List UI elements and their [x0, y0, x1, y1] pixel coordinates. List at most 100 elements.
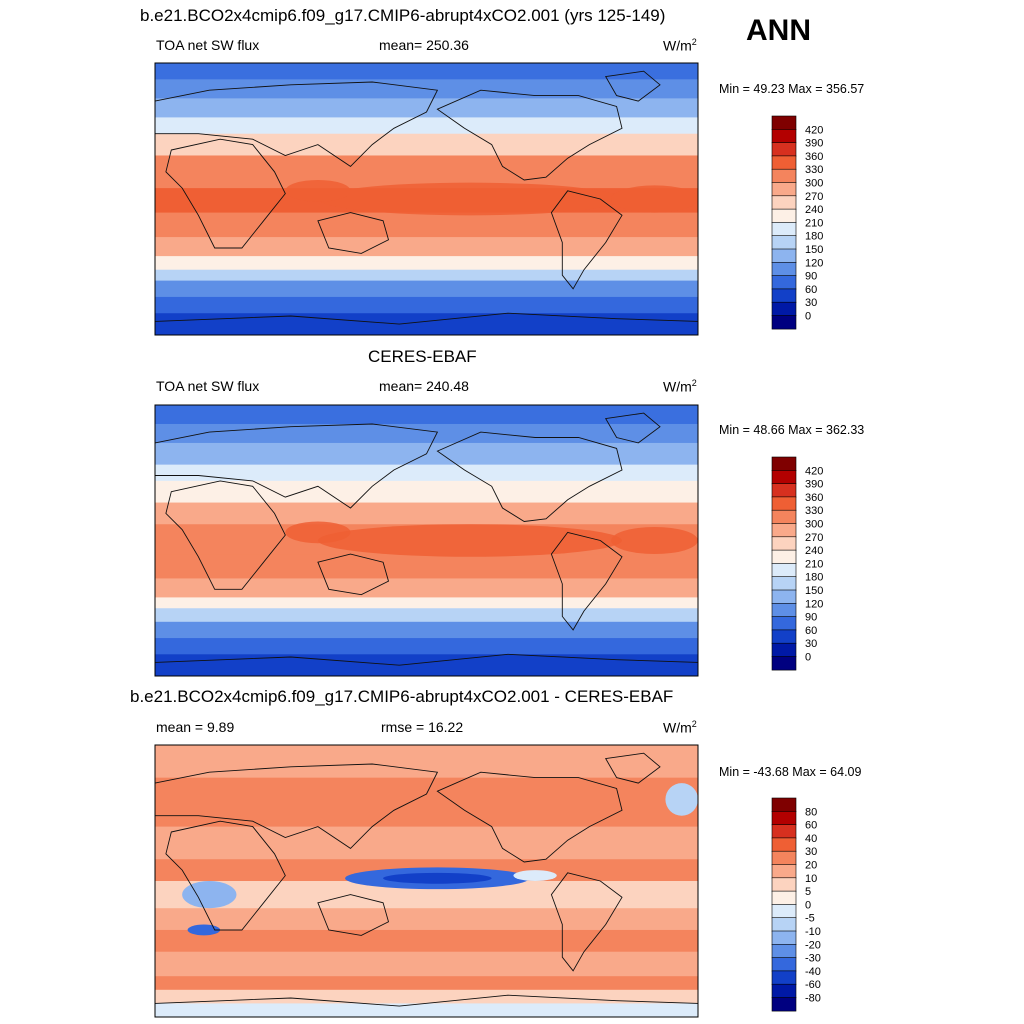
- colorbar-swatch: [771, 563, 797, 578]
- colorbar-tick-label: 330: [805, 505, 823, 517]
- colorbar-tick-label: 90: [805, 271, 817, 283]
- colorbar-swatch: [771, 288, 797, 303]
- panel-2-variable-label: TOA net SW flux: [156, 378, 260, 394]
- colorbar-swatch: [771, 496, 797, 511]
- colorbar-tick-label: 150: [805, 244, 823, 256]
- colorbar-swatch: [771, 811, 797, 826]
- coastline: [165, 480, 286, 590]
- field-band: [155, 296, 698, 314]
- panel-3-map: [154, 744, 699, 1018]
- coastline: [550, 190, 623, 290]
- colorbar-swatch: [771, 523, 797, 538]
- colorbar-tick-label: 0: [805, 652, 811, 664]
- colorbar-swatch: [771, 301, 797, 317]
- colorbar-swatch: [771, 864, 797, 879]
- field-band: [155, 405, 698, 425]
- colorbar-tick-label: 390: [805, 479, 823, 491]
- colorbar-swatch: [771, 142, 797, 157]
- map-frame: [154, 62, 699, 336]
- colorbar-tick-label: 210: [805, 217, 823, 229]
- anomaly-blob: [187, 924, 221, 936]
- colorbar-swatch: [771, 456, 797, 471]
- colorbar-swatch: [771, 589, 797, 604]
- field-blob: [317, 182, 622, 216]
- field-band: [155, 654, 698, 677]
- colorbar-tick-label: 60: [805, 820, 817, 832]
- panel-2-title: CERES-EBAF: [368, 347, 477, 366]
- anomaly-blob: [513, 870, 557, 881]
- field-band: [155, 155, 698, 189]
- panel-1-title: b.e21.BCO2x4cmip6.f09_g17.CMIP6-abrupt4x…: [140, 6, 666, 25]
- colorbar-tick-label: 0: [805, 899, 811, 911]
- colorbar-tick-label: 150: [805, 585, 823, 597]
- colorbar-swatch: [771, 182, 797, 197]
- colorbar-swatch: [771, 797, 797, 812]
- colorbar-swatch: [771, 824, 797, 839]
- colorbar-swatch: [771, 930, 797, 945]
- coastline: [436, 89, 623, 181]
- coastline: [317, 553, 390, 596]
- colorbar-swatch: [771, 837, 797, 852]
- panel-3-minmax: Min = -43.68 Max = 64.09: [719, 765, 862, 779]
- field-band: [155, 621, 698, 639]
- field-band: [155, 237, 698, 257]
- field-band: [155, 1003, 698, 1018]
- colorbar-swatch: [771, 536, 797, 551]
- colorbar-swatch: [771, 248, 797, 263]
- colorbar-swatch: [771, 168, 797, 184]
- coastline: [604, 412, 661, 444]
- coastline: [317, 894, 390, 936]
- colorbar-swatch: [771, 642, 797, 658]
- panel-2-mean-label: mean= 240.48: [379, 378, 469, 394]
- field-blob: [285, 521, 351, 544]
- field-band: [155, 597, 698, 609]
- coastline: [317, 212, 390, 254]
- field-band: [155, 280, 698, 298]
- colorbar-swatch: [771, 656, 797, 671]
- colorbar-tick-label: -10: [805, 926, 821, 938]
- coastline: [436, 771, 623, 863]
- anomaly-blob: [665, 783, 698, 816]
- coastline: [604, 70, 661, 102]
- colorbar-swatch: [771, 917, 797, 932]
- colorbar-tick-label: 180: [805, 572, 823, 584]
- field-band: [155, 976, 698, 991]
- coastline: [165, 820, 286, 931]
- colorbar-tick-label: 30: [805, 846, 817, 858]
- field-band: [155, 502, 698, 525]
- colorbar-tick-label: -5: [805, 913, 815, 925]
- field-band: [155, 117, 698, 135]
- anomaly-blob: [182, 881, 237, 909]
- colorbar-swatch: [771, 877, 797, 892]
- colorbar-tick-label: 210: [805, 558, 823, 570]
- field-band: [155, 554, 698, 579]
- colorbar-tick-label: 240: [805, 545, 823, 557]
- coastline: [165, 138, 286, 249]
- panel-3-rmse-label: rmse = 16.22: [381, 719, 464, 735]
- field-band: [155, 908, 698, 931]
- field-band: [155, 608, 698, 623]
- colorbar-tick-label: 300: [805, 178, 823, 190]
- colorbar-tick-label: 0: [805, 311, 811, 323]
- field-band: [155, 578, 698, 598]
- field-blob: [317, 524, 622, 557]
- field-band: [155, 98, 698, 118]
- colorbar-tick-label: 5: [805, 886, 811, 898]
- colorbar-tick-label: 360: [805, 151, 823, 163]
- map-frame: [154, 744, 699, 1018]
- panel-2-map: [154, 404, 699, 677]
- colorbar-tick-label: 390: [805, 138, 823, 150]
- coastline: [154, 423, 439, 509]
- colorbar-tick-label: 120: [805, 257, 823, 269]
- colorbar-swatch: [771, 997, 797, 1012]
- colorbar-swatch: [771, 208, 797, 223]
- colorbar-swatch: [771, 576, 797, 591]
- field-band: [155, 951, 698, 977]
- colorbar-tick-label: 180: [805, 231, 823, 243]
- colorbar-swatch: [771, 944, 797, 959]
- colorbar-tick-label: -80: [805, 993, 821, 1005]
- panel-2-units-label: W/m2: [663, 378, 697, 395]
- colorbar-tick-label: -30: [805, 953, 821, 965]
- colorbar-tick-label: 420: [805, 465, 823, 477]
